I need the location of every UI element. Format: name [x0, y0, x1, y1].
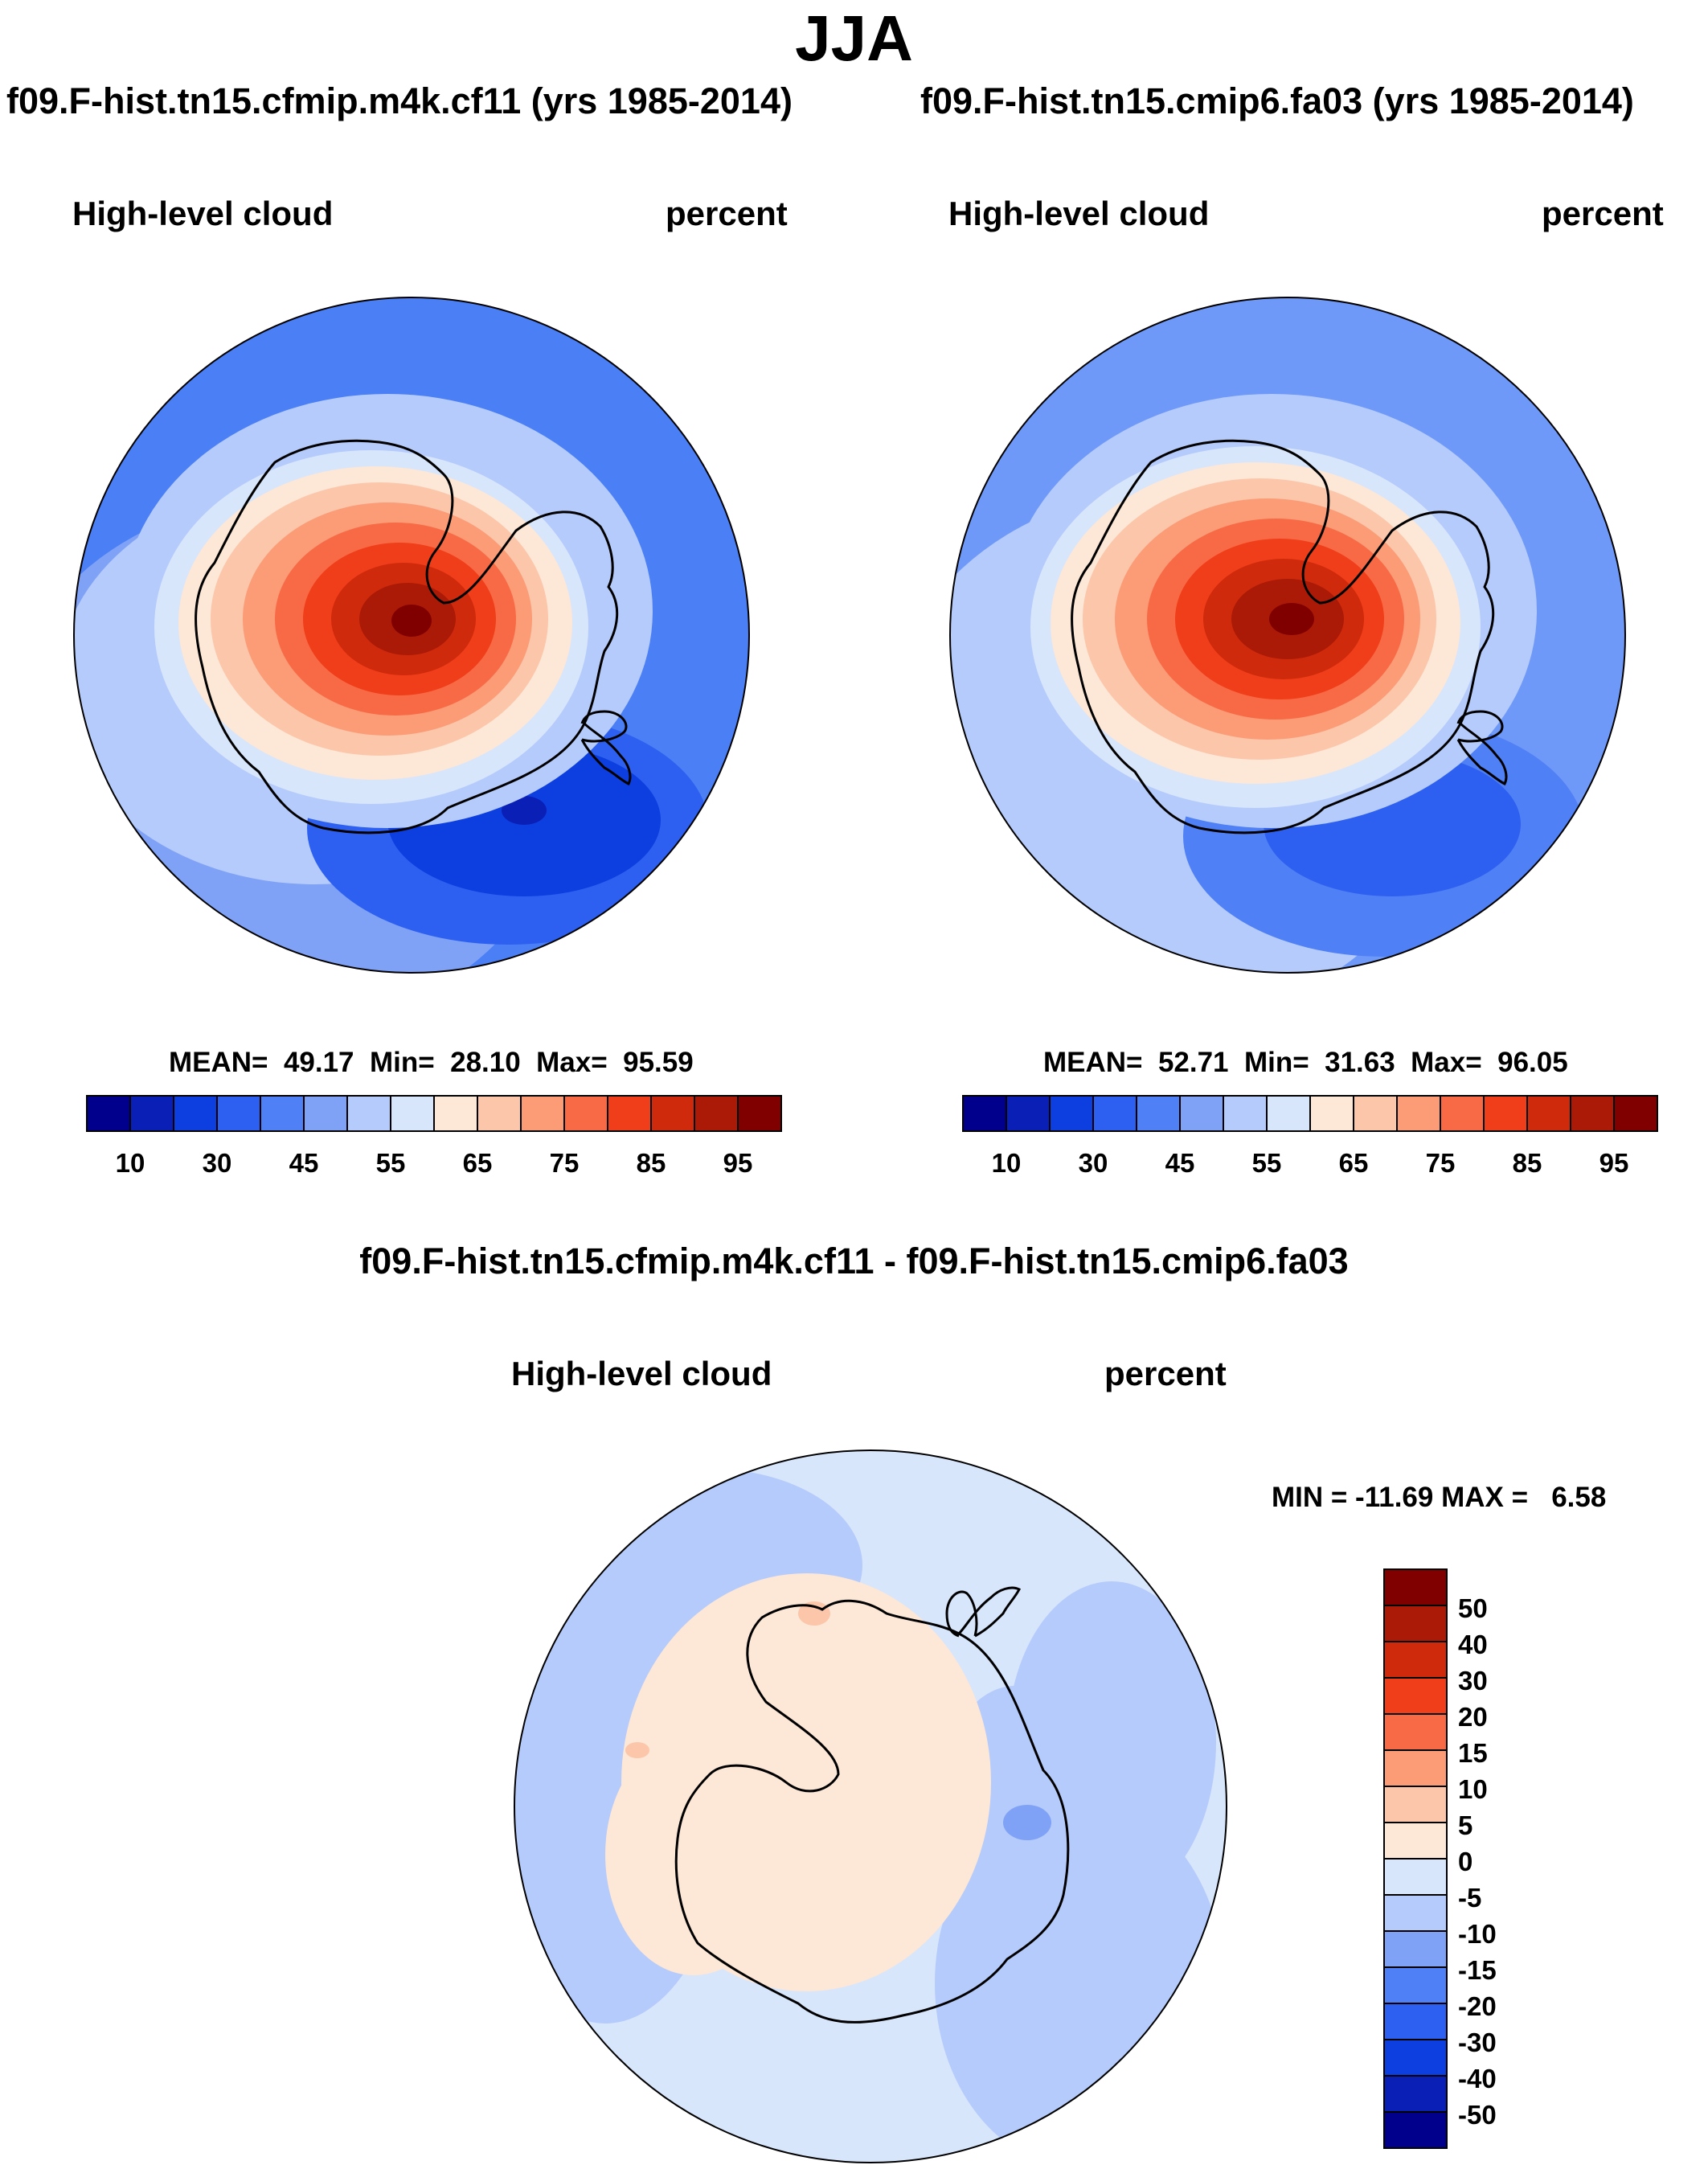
cbar3-swatch-6	[1384, 1786, 1447, 1823]
cbar2-swatch-14	[1571, 1096, 1614, 1131]
cbar3-swatch-14	[1384, 2076, 1447, 2112]
cbar2-swatch-6	[1223, 1096, 1267, 1131]
cbar2-swatch-13	[1527, 1096, 1571, 1131]
cbar3-swatch-4	[1384, 1714, 1447, 1750]
cbar1-swatch-3	[217, 1096, 260, 1131]
cbar3-swatch-5	[1384, 1750, 1447, 1786]
cbar1-swatch-6	[347, 1096, 391, 1131]
panel2-map	[878, 297, 1625, 1021]
cbar1-swatch-13	[651, 1096, 694, 1131]
cbar2-swatch-15	[1614, 1096, 1657, 1131]
cbar1-swatch-12	[608, 1096, 651, 1131]
cbar2-swatch-11	[1440, 1096, 1484, 1131]
cbar3-swatch-10	[1384, 1931, 1447, 1967]
cbar1-swatch-14	[694, 1096, 738, 1131]
cbar2-swatch-3	[1093, 1096, 1137, 1131]
panel1-colorbar	[87, 1096, 781, 1131]
cbar1-swatch-5	[304, 1096, 347, 1131]
cbar1-swatch-11	[564, 1096, 608, 1131]
cbar1-swatch-2	[174, 1096, 217, 1131]
cbar3-swatch-3	[1384, 1678, 1447, 1714]
cbar3-swatch-2	[1384, 1642, 1447, 1678]
panel1-map	[0, 297, 749, 1029]
difference-colorbar	[1384, 1569, 1447, 2148]
cbar2-swatch-0	[963, 1096, 1006, 1131]
cbar3-swatch-7	[1384, 1823, 1447, 1859]
cbar1-swatch-9	[477, 1096, 521, 1131]
cbar1-swatch-0	[87, 1096, 130, 1131]
cbar3-swatch-13	[1384, 2040, 1447, 2076]
cbar3-swatch-9	[1384, 1895, 1447, 1931]
cbar2-swatch-5	[1180, 1096, 1223, 1131]
cbar1-swatch-8	[434, 1096, 477, 1131]
cbar2-swatch-2	[1050, 1096, 1093, 1131]
figure-canvas	[0, 0, 1708, 2165]
cbar2-swatch-1	[1006, 1096, 1050, 1131]
cbar3-swatch-11	[1384, 1967, 1447, 2003]
cbar2-swatch-4	[1137, 1096, 1180, 1131]
cbar1-swatch-7	[391, 1096, 434, 1131]
cbar1-swatch-10	[521, 1096, 564, 1131]
cbar2-swatch-12	[1484, 1096, 1527, 1131]
panel2-colorbar	[963, 1096, 1657, 1131]
cbar3-swatch-8	[1384, 1859, 1447, 1895]
difference-map	[477, 1450, 1227, 2165]
cbar3-swatch-12	[1384, 2003, 1447, 2040]
cbar2-swatch-8	[1310, 1096, 1354, 1131]
cbar1-swatch-1	[130, 1096, 174, 1131]
cbar1-swatch-4	[260, 1096, 304, 1131]
cbar3-swatch-15	[1384, 2112, 1447, 2148]
cbar2-swatch-7	[1267, 1096, 1310, 1131]
cbar3-swatch-0	[1384, 1569, 1447, 1605]
cbar1-swatch-15	[738, 1096, 781, 1131]
cbar2-swatch-10	[1397, 1096, 1440, 1131]
cbar2-swatch-9	[1354, 1096, 1397, 1131]
cbar3-swatch-1	[1384, 1605, 1447, 1642]
